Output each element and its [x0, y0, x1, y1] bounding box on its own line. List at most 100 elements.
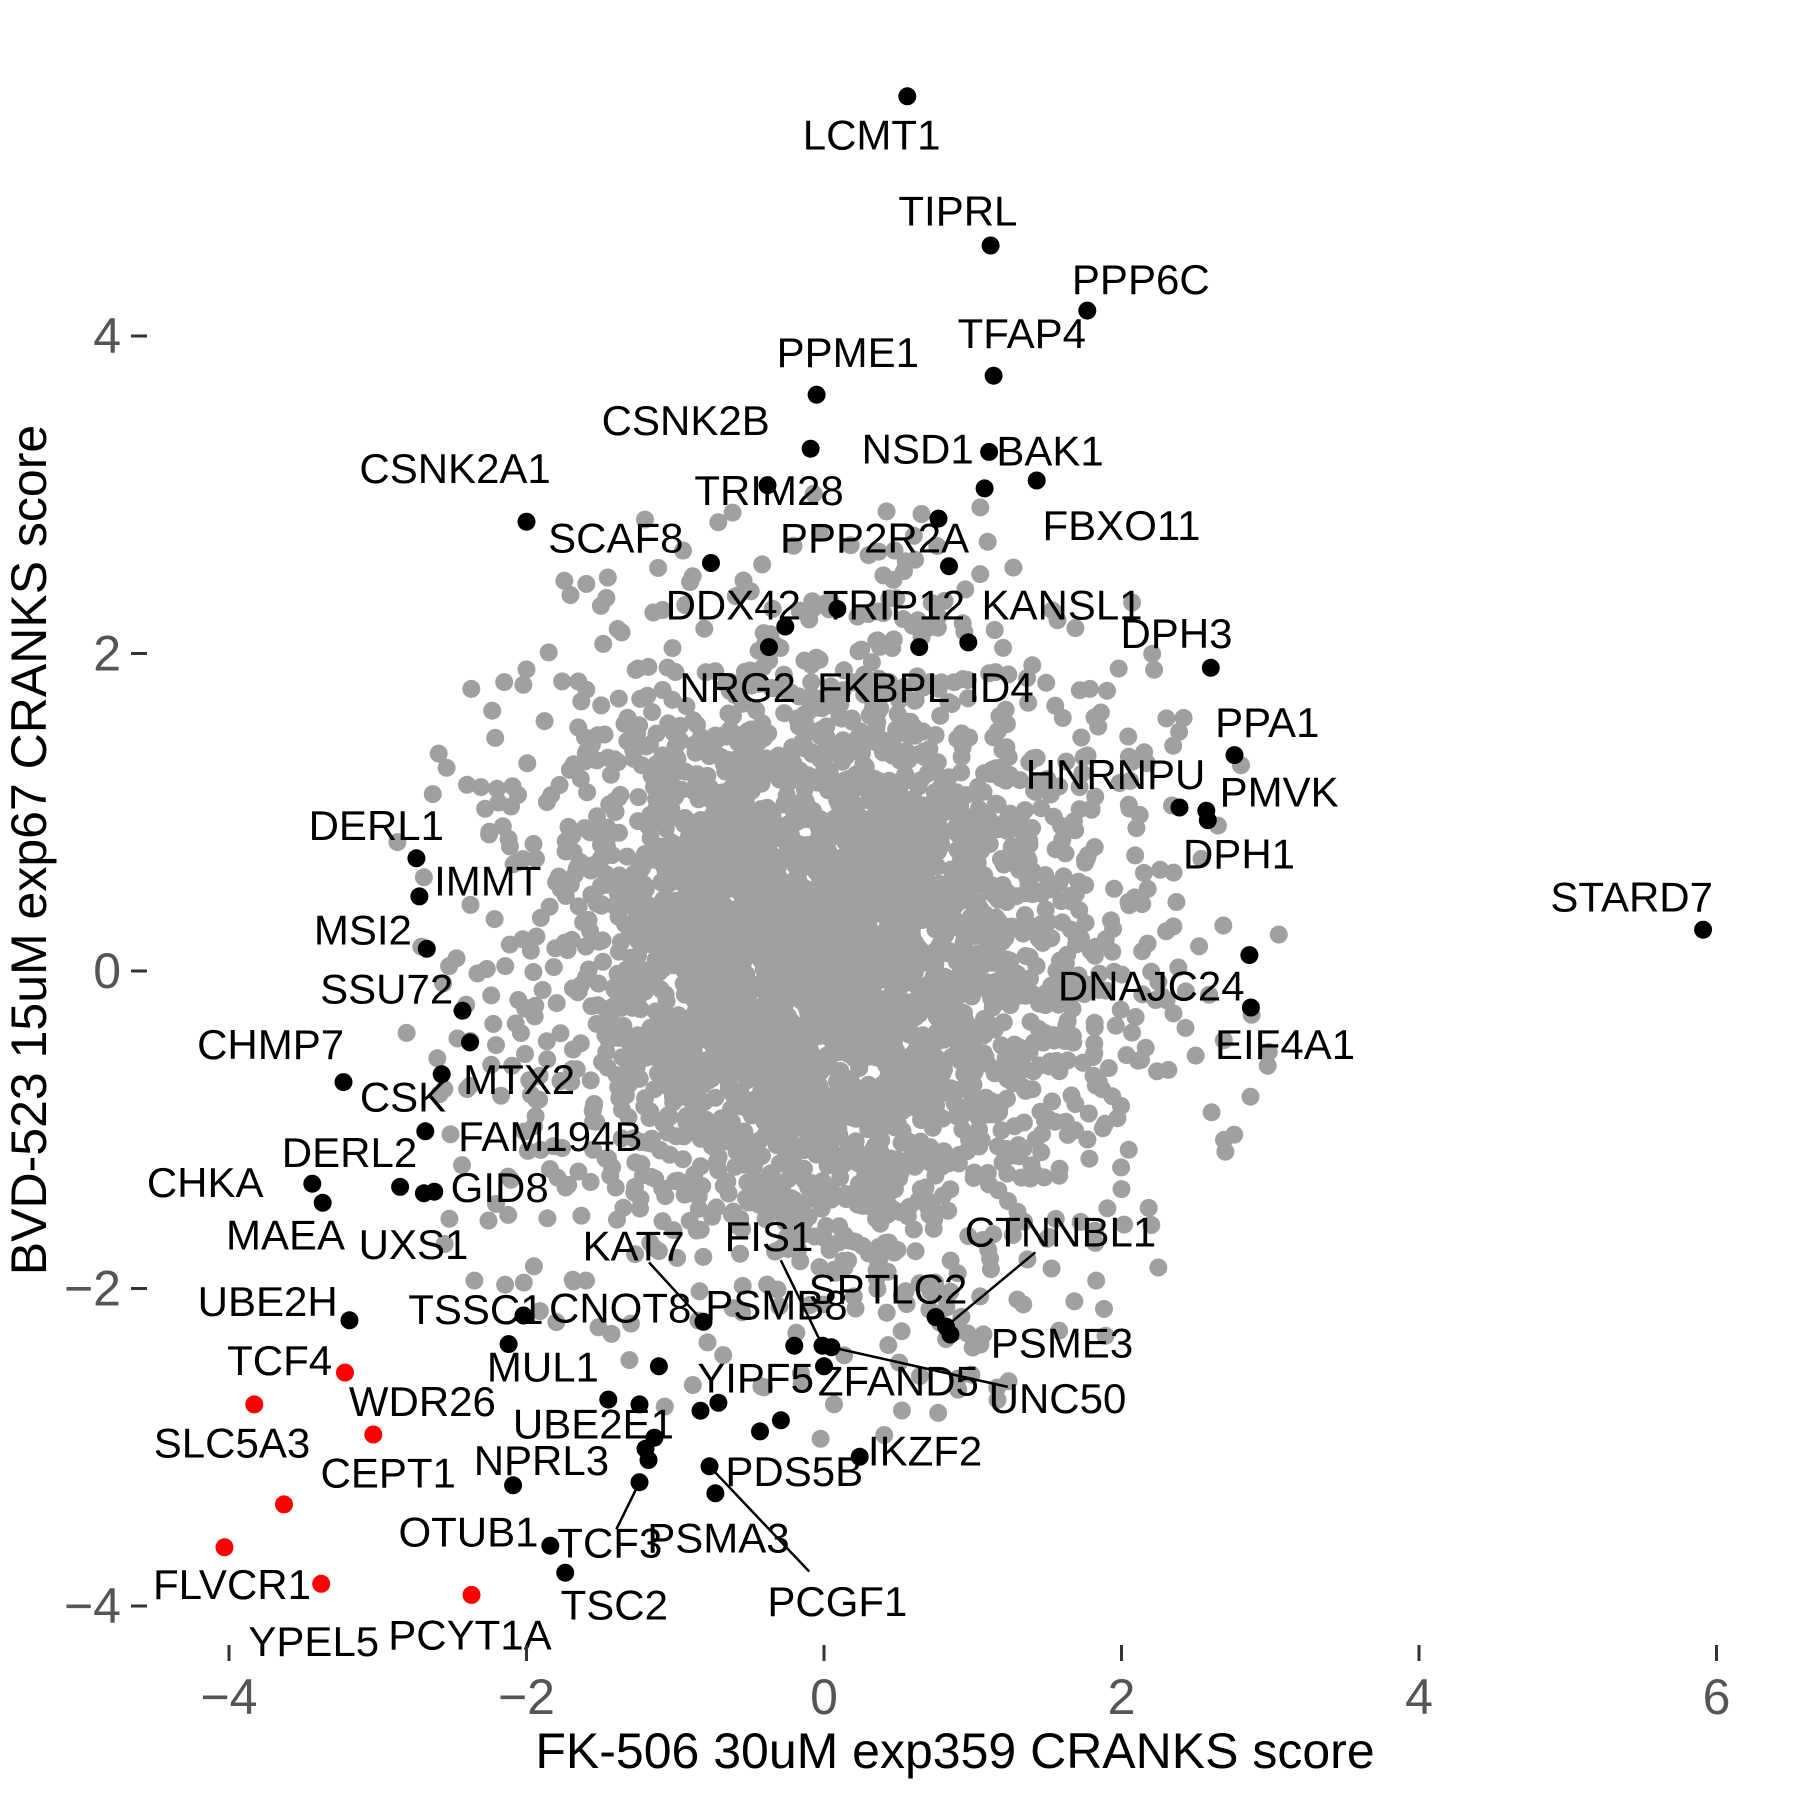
- cloud-point: [753, 555, 772, 574]
- cloud-point: [440, 957, 459, 976]
- cloud-point: [1035, 1111, 1054, 1130]
- cloud-point: [733, 694, 752, 713]
- cloud-point: [538, 1050, 557, 1069]
- cloud-point: [659, 1074, 678, 1093]
- cloud-point: [574, 913, 593, 932]
- cloud-point: [753, 1146, 771, 1165]
- y-tick-label: −2: [64, 1261, 121, 1317]
- cloud-point: [562, 930, 581, 949]
- cloud-point: [743, 828, 762, 847]
- cloud-point: [690, 1282, 709, 1301]
- cloud-point: [992, 1036, 1011, 1055]
- cloud-point: [1149, 972, 1168, 991]
- cloud-point: [435, 1080, 454, 1098]
- cloud-point: [786, 941, 805, 960]
- cloud-point: [723, 503, 742, 522]
- data-point-CNOT8: [649, 1357, 668, 1376]
- cloud-point: [544, 958, 563, 977]
- cloud-point: [620, 1351, 639, 1370]
- x-axis-title: FK-506 30uM exp359 CRANKS score: [535, 1723, 1374, 1779]
- cloud-point: [735, 843, 754, 862]
- cloud-point: [978, 532, 997, 551]
- cloud-point: [609, 689, 628, 708]
- data-point-PCGF1: [700, 1457, 719, 1476]
- cloud-point: [658, 658, 677, 677]
- cloud-point: [1047, 961, 1066, 980]
- cloud-point: [584, 1097, 603, 1116]
- cloud-point: [1258, 1056, 1277, 1075]
- cloud-point: [583, 856, 602, 875]
- cloud-point: [820, 941, 839, 960]
- cloud-point: [1164, 736, 1183, 755]
- background-cloud: [388, 484, 1288, 1448]
- cloud-point: [867, 845, 885, 864]
- data-point-TRIM28: [758, 476, 777, 495]
- cloud-point: [864, 698, 883, 717]
- cloud-point: [802, 1174, 821, 1192]
- cloud-point: [785, 766, 804, 784]
- cloud-point: [1149, 1258, 1168, 1277]
- gene-label-CNOT8: CNOT8: [549, 1285, 691, 1332]
- cloud-point: [1011, 807, 1030, 826]
- x-axis: FK-506 30uM exp359 CRANKS score −4 −2 0 2 4 6: [200, 1645, 1730, 1779]
- cloud-point: [903, 616, 922, 635]
- cloud-point: [1225, 1125, 1244, 1144]
- cloud-point: [926, 995, 945, 1014]
- cloud-point: [816, 1094, 835, 1113]
- cloud-point: [625, 1183, 644, 1202]
- cloud-point: [971, 565, 990, 584]
- cloud-point: [674, 541, 692, 560]
- cloud-point: [669, 1171, 688, 1190]
- cloud-point: [631, 1199, 649, 1218]
- cloud-point: [541, 1160, 559, 1179]
- gene-label-IKZF2: IKZF2: [868, 1427, 982, 1474]
- cloud-point: [488, 779, 506, 798]
- gene-label-PPP6C: PPP6C: [1072, 256, 1210, 303]
- gene-label-NPRL3: NPRL3: [474, 1437, 609, 1484]
- gene-label-DPH1: DPH1: [1183, 831, 1295, 878]
- cloud-point: [806, 689, 825, 708]
- cloud-point: [1015, 1212, 1033, 1231]
- cloud-point: [437, 758, 456, 777]
- cloud-point: [926, 726, 945, 745]
- cloud-point: [563, 1270, 582, 1289]
- cloud-point: [774, 665, 793, 684]
- data-point-ZFAND5: [815, 1357, 833, 1376]
- cloud-point: [784, 536, 803, 555]
- data-point-CSNK2A1: [517, 512, 536, 531]
- gene-label-EIF4A1: EIF4A1: [1215, 1021, 1355, 1068]
- data-point-NRG2: [760, 638, 778, 657]
- cloud-point: [503, 777, 522, 796]
- cloud-point: [860, 791, 878, 810]
- gene-label-PPP2R2A: PPP2R2A: [780, 515, 969, 562]
- gene-label-PMVK: PMVK: [1220, 769, 1339, 816]
- cloud-point: [1119, 747, 1138, 766]
- cloud-point: [734, 741, 753, 760]
- cloud-point: [1138, 934, 1157, 953]
- cloud-point: [537, 793, 556, 811]
- cloud-point: [900, 901, 919, 920]
- cloud-point: [827, 1072, 846, 1091]
- gene-label-KANSL1: KANSL1: [981, 581, 1142, 628]
- cloud-point: [1072, 728, 1091, 747]
- data-point-DPH1: [1198, 811, 1217, 830]
- cloud-point: [703, 1036, 722, 1055]
- cloud-point: [901, 712, 920, 731]
- cloud-point: [878, 821, 897, 840]
- cloud-point: [978, 1089, 996, 1108]
- cloud-point: [644, 603, 663, 622]
- cloud-point: [1011, 1052, 1030, 1071]
- cloud-point: [486, 728, 505, 747]
- cloud-point: [524, 835, 543, 853]
- cloud-point: [538, 1209, 557, 1228]
- data-point-DNAJC24: [1240, 946, 1259, 965]
- cloud-point: [1157, 709, 1176, 728]
- cloud-point: [626, 1153, 645, 1172]
- cloud-point: [895, 932, 914, 951]
- cloud-point: [578, 783, 597, 802]
- x-tick-label: 2: [1108, 1669, 1136, 1725]
- gene-label-PPME1: PPME1: [777, 329, 919, 376]
- cloud-point: [603, 846, 622, 865]
- cloud-point: [941, 1079, 960, 1098]
- cloud-point: [462, 679, 481, 698]
